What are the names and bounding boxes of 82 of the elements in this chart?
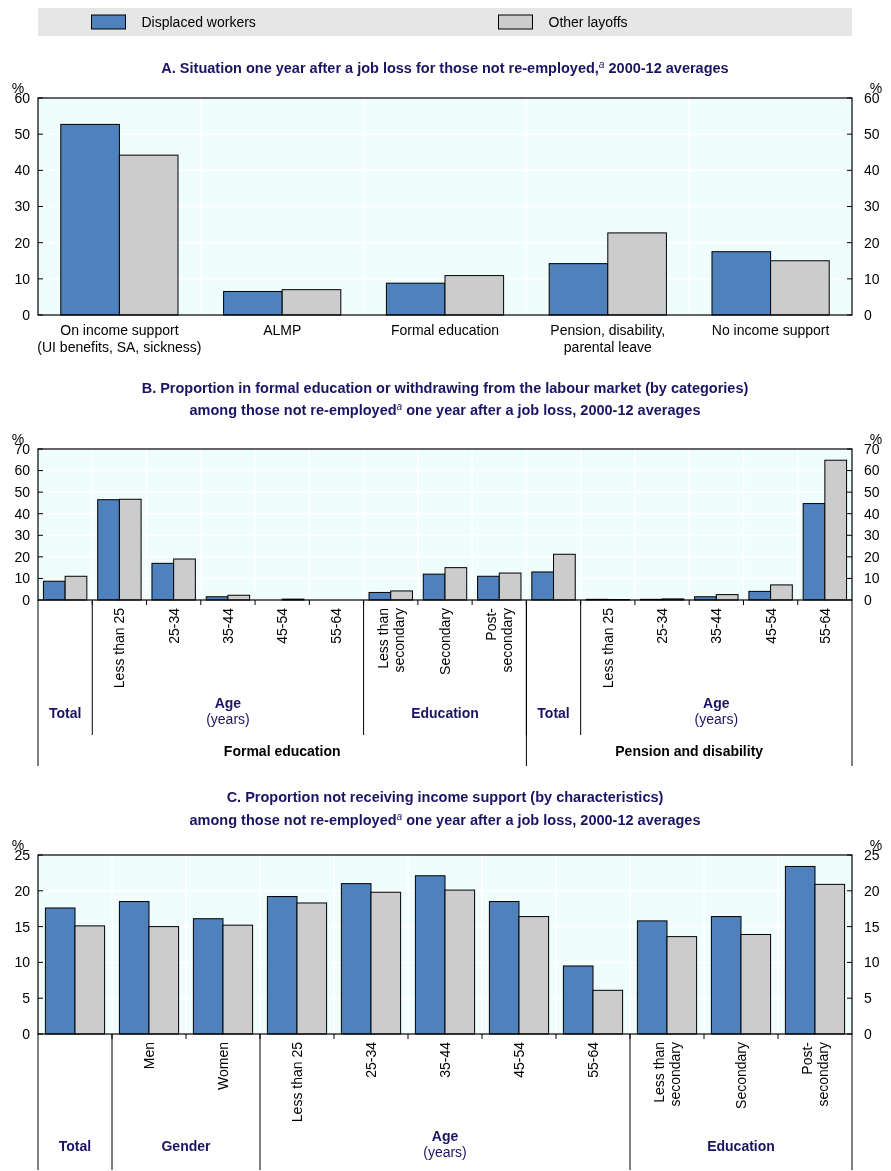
y-tick-label: 10: [14, 270, 31, 287]
x-tick-label: 25-34: [362, 1041, 379, 1078]
x-tick-label: 55-64: [816, 607, 833, 644]
y2-tick-label: 60: [864, 462, 880, 479]
x-tick-label: Less than 25: [599, 607, 616, 689]
y-tick-label: 50: [14, 126, 31, 143]
text: Education: [411, 705, 479, 721]
x-tick-label: Less than secondary: [374, 608, 407, 673]
y2-tick-label: 20: [864, 234, 880, 251]
y2-tick-label: 0: [864, 1025, 872, 1042]
text: Education: [707, 1138, 775, 1154]
chart-title: C. Proportion not receiving income support (by characteristics): [226, 789, 664, 805]
x-tick-label: Men: [140, 1042, 157, 1070]
x-tick-label: 55-64: [584, 1041, 601, 1078]
chart-subtitle: among those not re-employed$^{a}$ one year after a job loss, 2000-12 averages: [189, 810, 701, 828]
text: Age (years): [206, 695, 250, 728]
x-tick-label: Women: [214, 1042, 231, 1090]
x-tick-label: Secondary: [732, 1042, 749, 1109]
text: Gender: [161, 1138, 212, 1154]
chart-title: B. Proportion in formal education or withdrawing from the labour market (by categories): [141, 380, 749, 396]
x-tick-label: 45-54: [274, 607, 291, 644]
y-tick-label: 0: [22, 1025, 31, 1042]
y2-tick-label: 40: [864, 162, 880, 179]
x-tick-label: 25-34: [165, 607, 182, 644]
x-tick-label: Formal education: [390, 322, 500, 338]
y-tick-label: 15: [14, 918, 31, 935]
y-tick-label: 0: [22, 306, 31, 323]
y2-tick-label: 10: [864, 570, 880, 587]
text: Age (years): [423, 1128, 467, 1161]
x-tick-label: Pension, disability, parental leave: [550, 322, 666, 355]
y2-tick-label: 20: [864, 548, 880, 565]
y-tick-label: 30: [14, 198, 31, 215]
chart-subtitle: among those not re-employed$^{a}$ one year after a job loss, 2000-12 averages: [189, 400, 701, 418]
y2-tick-label: 30: [864, 527, 880, 544]
y-tick-label: 40: [14, 162, 31, 179]
y-tick-label: 10: [14, 954, 31, 971]
x-tick-label: 45-54: [762, 607, 779, 644]
x-tick-label: Less than 25: [111, 607, 128, 689]
x-tick-label: 35-44: [708, 607, 725, 644]
y-tick-label: 5: [22, 990, 31, 1007]
x-tick-label: Post-secondary: [483, 607, 516, 673]
x-tick-label: 45-54: [510, 1041, 527, 1078]
text: Total: [537, 705, 570, 721]
y-tick-label: 0: [22, 591, 31, 608]
y-tick-label: 20: [14, 548, 31, 565]
x-tick-label: 55-64: [328, 607, 345, 644]
y2-tick-label: 15: [864, 918, 880, 935]
legend-label: Displaced workers: [141, 13, 256, 30]
y2-tick-label: 50: [864, 484, 880, 501]
x-tick-label: ALMP: [263, 322, 302, 338]
y2-tick-label: 30: [864, 198, 880, 215]
y-tick-label: 20: [14, 882, 31, 899]
x-tick-label: Post-secondary: [798, 1041, 832, 1107]
y-tick-label: 30: [14, 527, 31, 544]
x-tick-label: On income support (UI benefits, SA, sickness): [37, 322, 202, 355]
y-tick-label: 10: [14, 570, 31, 587]
y2-tick-label: 5: [864, 990, 872, 1007]
y2-tick-label: 10: [864, 954, 880, 971]
text: Total: [48, 705, 82, 721]
legend-label: Other layoffs: [548, 13, 628, 30]
x-tick-label: 35-44: [219, 607, 236, 644]
y-tick-label: 60: [14, 462, 31, 479]
y2-tick-label: 10: [864, 270, 880, 287]
x-tick-label: Secondary: [436, 608, 453, 675]
text: Formal education: [223, 743, 341, 759]
y-tick-label: 40: [14, 505, 31, 522]
x-tick-label: Less than 25: [288, 1041, 305, 1123]
x-tick-label: No income support: [711, 322, 830, 338]
x-tick-label: 25-34: [653, 607, 670, 644]
y2-tick-label: 40: [864, 505, 880, 522]
y-tick-label: 20: [14, 234, 31, 251]
x-tick-label: 35-44: [436, 1041, 453, 1078]
x-tick-label: Less than secondary: [650, 1042, 684, 1107]
text: Total: [58, 1138, 92, 1154]
y2-tick-label: 20: [864, 882, 880, 899]
y-tick-label: 50: [14, 484, 31, 501]
y2-tick-label: 50: [864, 126, 880, 143]
chart-title: A. Situation one year after a job loss for those not re-employed,$^{a}$ 2000-12 averages: [161, 58, 729, 76]
text: Pension and disability: [615, 743, 764, 759]
text: Age (years): [694, 695, 739, 728]
y2-tick-label: 0: [864, 591, 872, 608]
y2-tick-label: 0: [864, 306, 872, 323]
